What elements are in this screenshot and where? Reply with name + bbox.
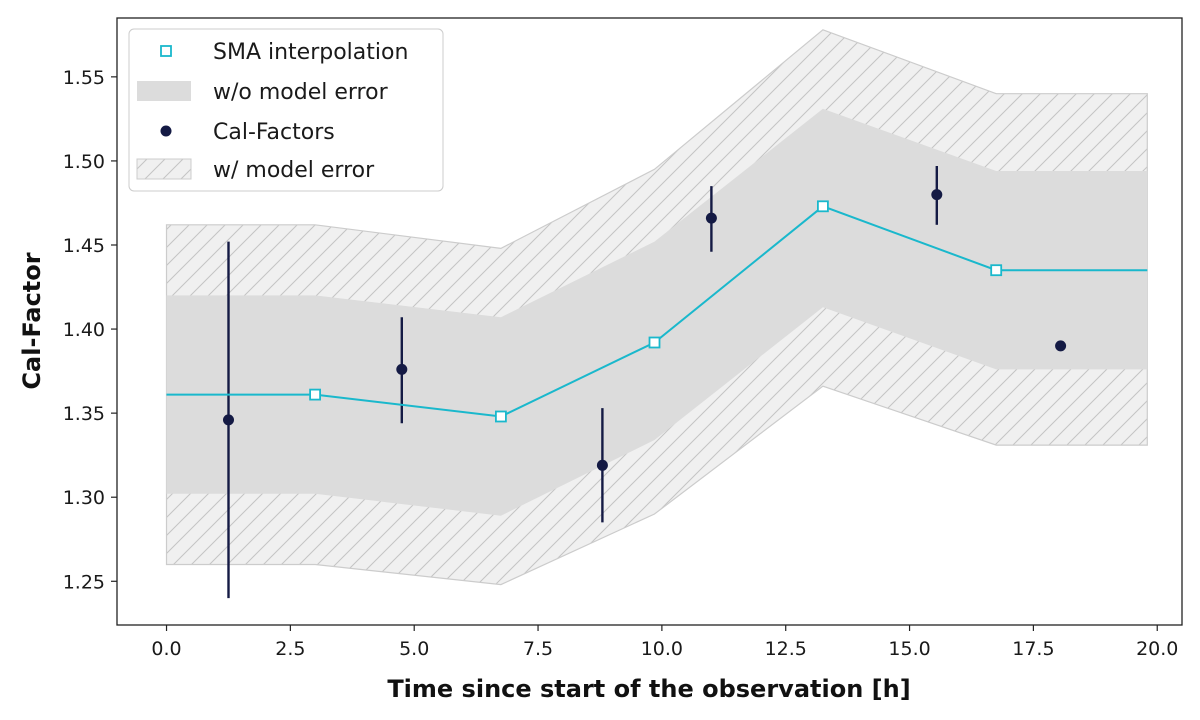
sma-marker	[817, 200, 829, 213]
y-tick-label: 1.25	[63, 571, 105, 593]
x-axis-ticks: 0.0 2.5 5.0 7.5 10.0 12.5 15.0 17.5 20.0	[151, 625, 1178, 660]
x-tick-label: 5.0	[399, 638, 429, 660]
y-axis-ticks: 1.25 1.30 1.35 1.40 1.45 1.50 1.55	[63, 67, 117, 593]
cal-factor-point	[396, 363, 408, 375]
y-tick-label: 1.40	[63, 319, 105, 341]
legend-band-inner-swatch	[137, 81, 191, 101]
sma-markers	[309, 200, 1003, 423]
y-tick-label: 1.55	[63, 67, 105, 89]
x-tick-label: 15.0	[888, 638, 930, 660]
legend-band-outer-swatch	[136, 158, 192, 180]
legend: SMA interpolation w/o model error Cal-Fa…	[128, 28, 444, 192]
x-axis-label: Time since start of the observation [h]	[387, 675, 910, 703]
cal-factor-point	[223, 414, 234, 426]
x-tick-label: 0.0	[151, 638, 181, 660]
sma-marker	[990, 264, 1003, 277]
x-tick-label: 2.5	[275, 638, 305, 660]
y-tick-label: 1.45	[63, 235, 105, 257]
sma-marker	[309, 388, 322, 401]
legend-band-outer-label: w/ model error	[213, 158, 375, 183]
x-tick-label: 10.0	[641, 638, 683, 660]
plot-area	[165, 29, 1148, 599]
y-tick-label: 1.50	[63, 151, 105, 173]
sma-marker	[648, 336, 661, 349]
cal-factor-points	[223, 189, 1067, 471]
legend-band-inner-label: w/o model error	[213, 80, 389, 105]
cal-factor-point	[596, 459, 608, 471]
cal-factor-point	[1055, 340, 1067, 352]
legend-sma-swatch	[160, 45, 172, 57]
x-tick-label: 17.5	[1012, 638, 1054, 660]
band-without-model-error	[166, 108, 1148, 516]
legend-sma-label: SMA interpolation	[213, 40, 408, 65]
legend-points-label: Cal-Factors	[213, 120, 335, 145]
sma-marker	[494, 410, 507, 423]
cal-factor-point	[931, 189, 943, 201]
legend-box	[128, 28, 444, 192]
x-tick-label: 7.5	[523, 638, 553, 660]
legend-points-swatch	[160, 125, 172, 137]
axes-frame	[116, 17, 1183, 626]
cal-factor-point	[705, 212, 717, 224]
y-axis-label: Cal-Factor	[18, 252, 46, 389]
x-tick-label: 20.0	[1136, 638, 1178, 660]
y-tick-label: 1.35	[63, 403, 105, 425]
x-tick-label: 12.5	[765, 638, 807, 660]
y-tick-label: 1.30	[63, 487, 105, 509]
